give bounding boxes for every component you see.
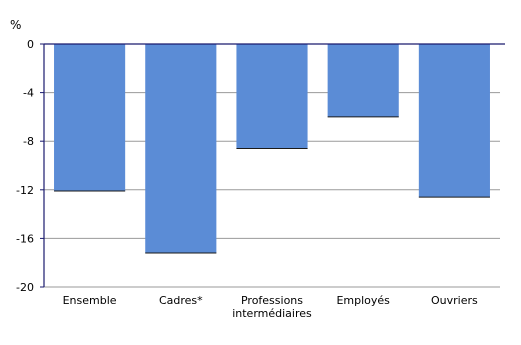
axes <box>40 43 505 288</box>
y-axis-unit-label: % <box>10 18 21 32</box>
x-category-label: Ensemble <box>63 294 117 307</box>
y-tick-label: -8 <box>23 135 34 148</box>
y-tick-labels: 0 -4 -8 -12 -16 -20 <box>16 38 34 294</box>
bar <box>145 44 217 253</box>
y-tick-label: -12 <box>16 184 34 197</box>
y-tick-label: -4 <box>23 87 34 100</box>
y-tick-label: -16 <box>16 232 34 245</box>
bar <box>236 44 308 149</box>
x-category-label: Ouvriers <box>431 294 478 307</box>
bar <box>54 44 126 192</box>
bar <box>418 44 490 198</box>
bar <box>327 44 399 117</box>
x-category-label: Cadres* <box>159 294 203 307</box>
x-category-label: Employés <box>336 294 390 307</box>
y-tick-label: -20 <box>16 281 34 294</box>
x-category-label: Professions intermédiaires <box>232 294 312 320</box>
x-category-labels: Ensemble Cadres* Professions intermédiaires… <box>63 294 478 320</box>
bars <box>54 44 490 254</box>
y-tick-label: 0 <box>27 38 34 51</box>
